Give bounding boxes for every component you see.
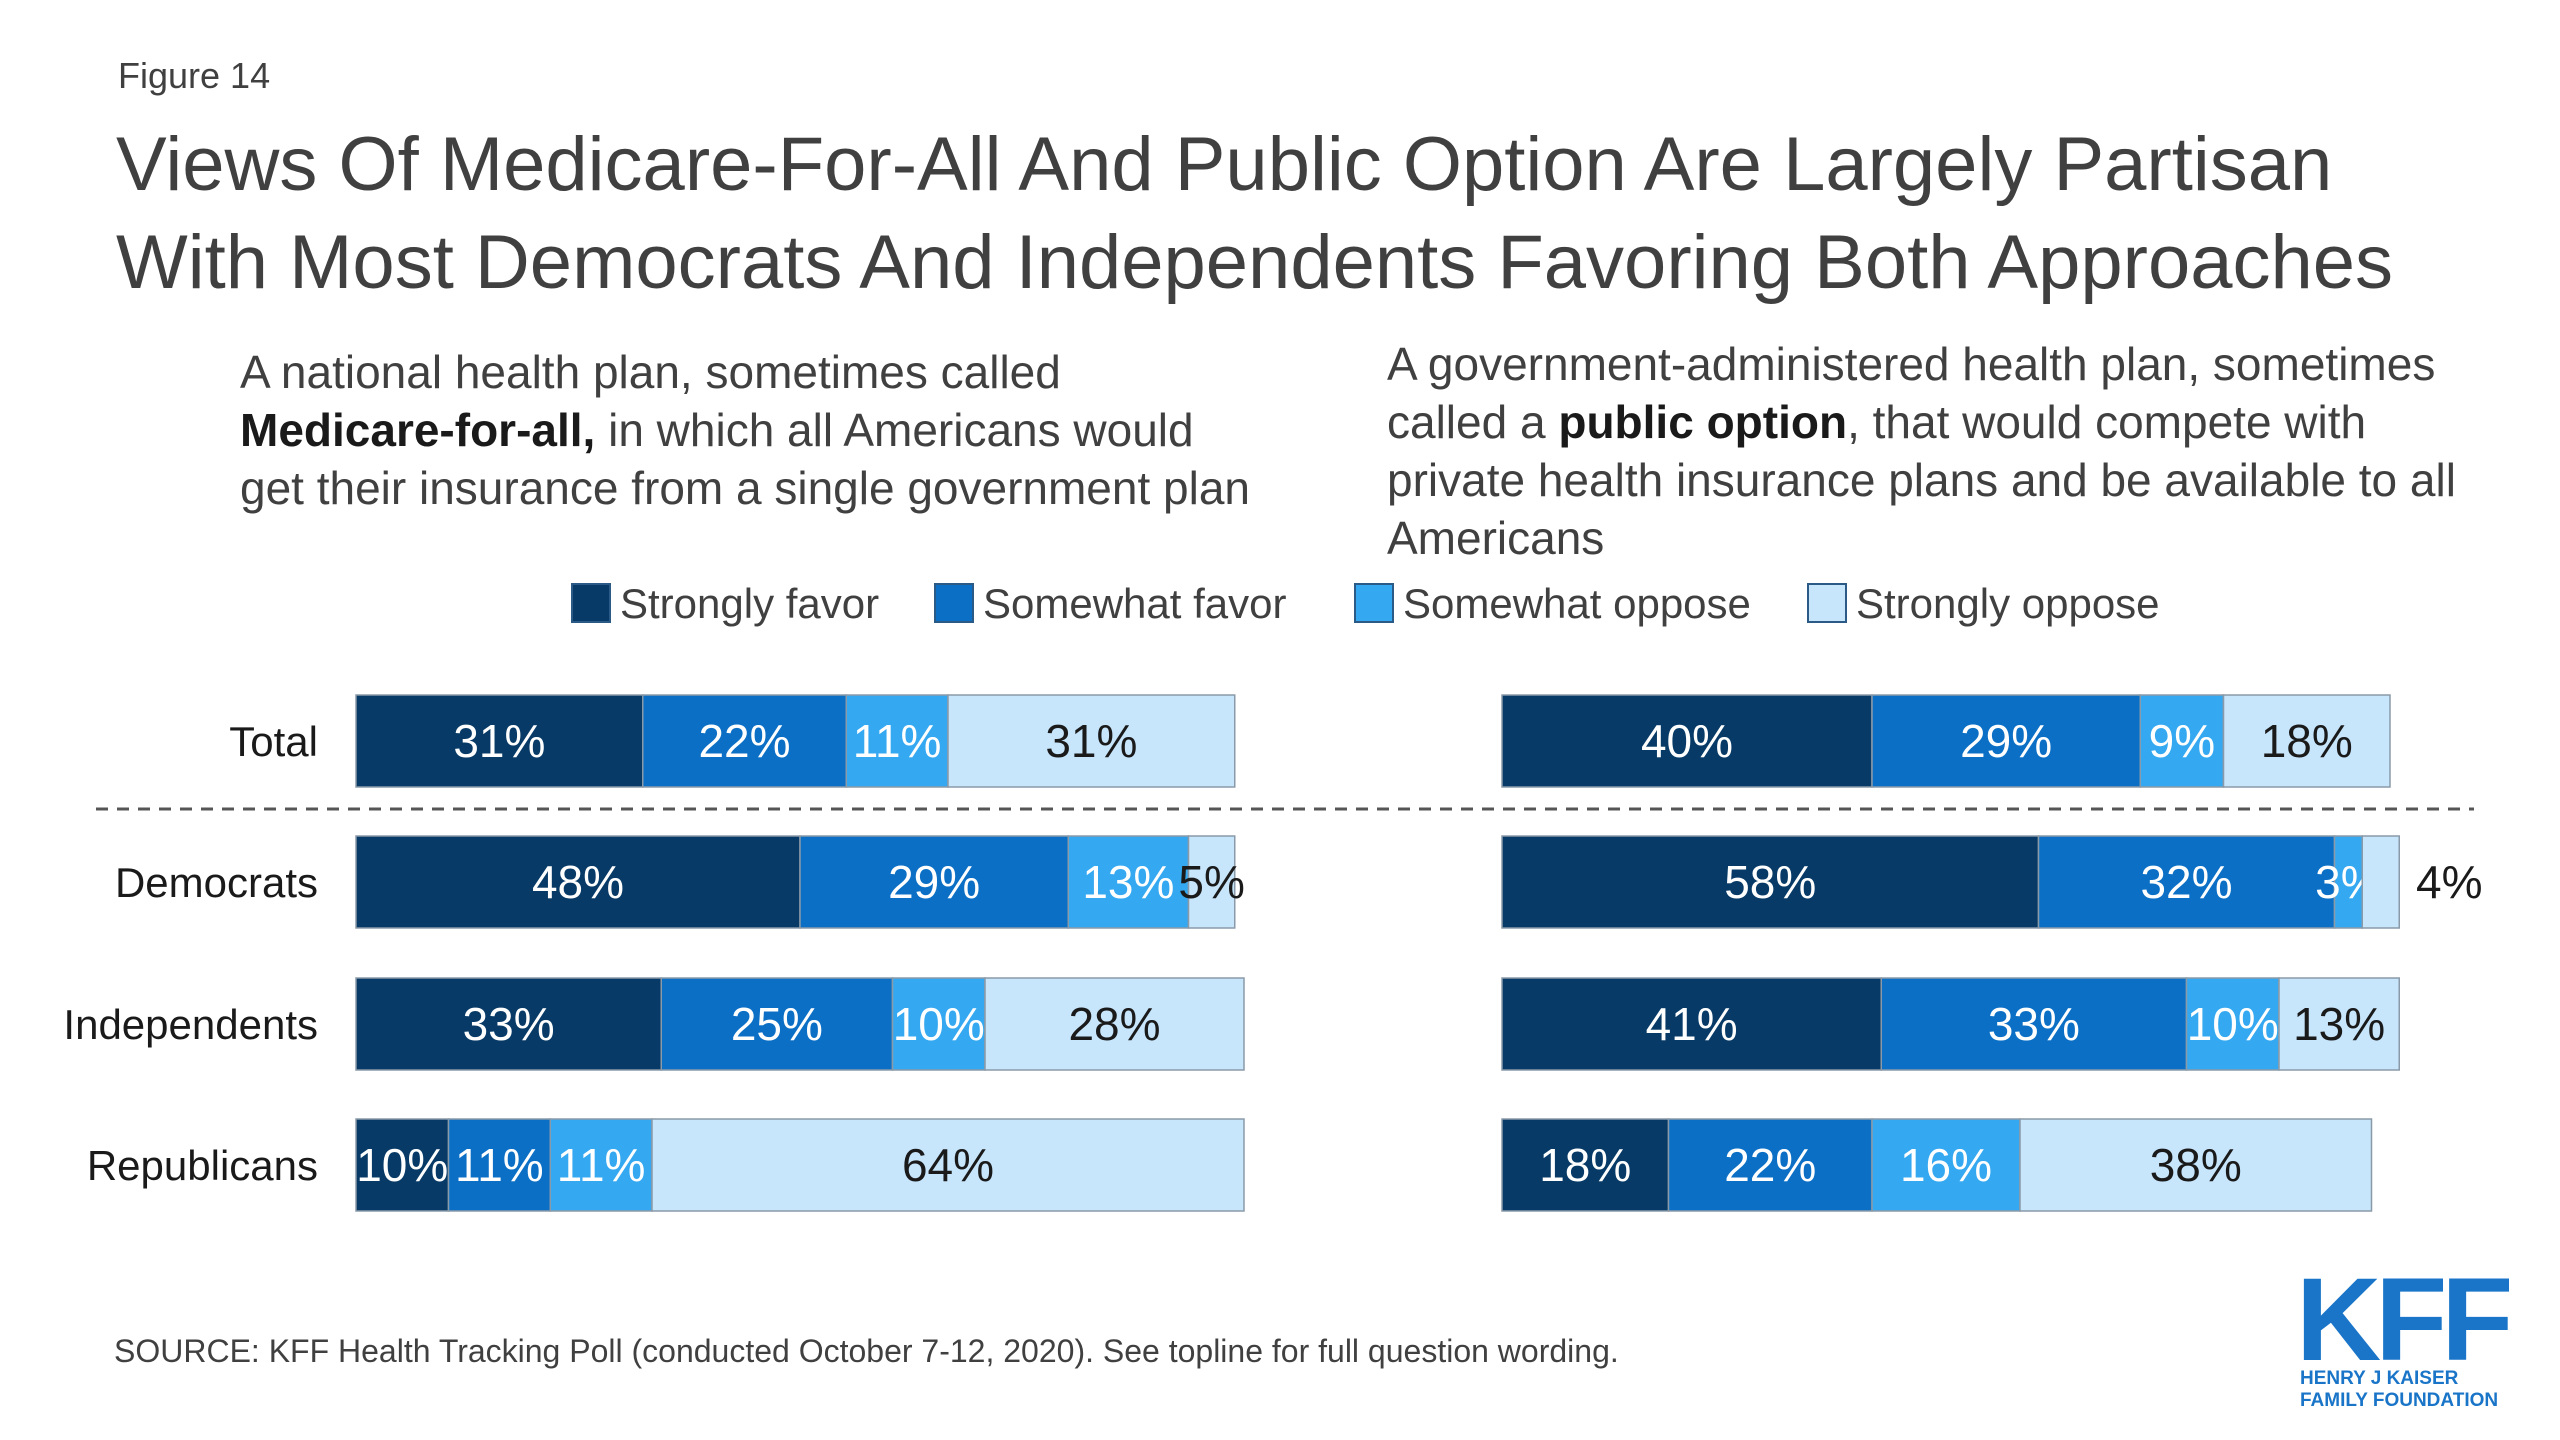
medicare-for-all-bar-democrats-strongly-favor [355,835,801,929]
public-option-value-label-total-strongly-oppose: 18% [2261,715,2353,767]
subtitle-right-line-2-pre: called a [1387,396,1558,448]
medicare-for-all-bar-independents-somewhat-favor [660,977,894,1071]
subtitle-left-bold: Medicare-for-all, [240,404,595,456]
legend-swatch-somewhat-oppose [1354,583,1394,623]
public-option-value-label-democrats-strongly-favor: 58% [1724,856,1816,908]
medicare-for-all-bar-independents-strongly-oppose [984,977,1245,1071]
public-option-value-label-independents-strongly-favor: 41% [1646,998,1738,1050]
chart-title-line-2: With Most Democrats And Independents Fav… [116,220,2393,305]
kff-logo: KFF HENRY J KAISER FAMILY FOUNDATION [2296,1254,2515,1411]
medicare-for-all-value-label-total-strongly-oppose: 31% [1045,715,1137,767]
subtitle-right-line-1: A government-administered health plan, s… [1387,338,2435,390]
subtitle-left-line-2: Medicare-for-all, in which all Americans… [240,404,1194,456]
medicare-for-all-bar-republicans-strongly-oppose [651,1118,1245,1212]
subtitle-public-option: A government-administered health plan, s… [1387,338,2456,564]
medicare-for-all-value-label-independents-strongly-favor: 33% [463,998,555,1050]
medicare-for-all-value-label-democrats-strongly-oppose: 5% [1178,856,1244,908]
medicare-for-all-bar-republicans-strongly-favor [355,1118,450,1212]
legend-swatch-strongly-oppose [1807,583,1847,623]
medicare-for-all-value-label-total-somewhat-oppose: 11% [853,715,942,767]
public-option-bar-democrats-strongly-oppose [2361,835,2400,929]
legend: Strongly favor Somewhat favor Somewhat opp… [571,580,2160,627]
legend-swatch-strongly-favor [571,583,611,623]
chart-title-line-1: Views Of Medicare-For-All And Public Opt… [116,122,2332,207]
legend-swatch-somewhat-favor [934,583,974,623]
public-option-value-label-independents-strongly-oppose: 13% [2293,998,2385,1050]
subtitle-right-line-2: called a public option, that would compe… [1387,396,2366,448]
medicare-for-all-value-label-republicans-somewhat-favor: 11% [455,1139,544,1191]
chart-public-option: 40% 29% 9% 18%58% 32% 3% 4%41% 33% 10% 13%18% 22% 1… [1501,694,2482,1212]
medicare-for-all-value-label-independents-somewhat-oppose: 10% [893,998,985,1050]
public-option-bar-independents-somewhat-oppose [2185,977,2280,1071]
public-option-bar-total-strongly-favor [1501,694,1873,788]
public-option-bar-republicans-strongly-oppose [2019,1118,2373,1212]
public-option-value-label-democrats-somewhat-favor: 32% [2140,856,2232,908]
public-option-bar-total-somewhat-favor [1871,694,2141,788]
kff-logo-line-2: FAMILY FOUNDATION [2300,1390,2498,1411]
public-option-value-label-republicans-strongly-oppose: 38% [2150,1139,2242,1191]
subtitle-right-line-3: private health insurance plans and be av… [1387,454,2456,506]
chart-medicare-for-all: 31% 22% 11% 31%48% 29% 13% 5%33% 25% 10% 28%10% 11… [355,694,1245,1212]
public-option-value-label-republicans-somewhat-oppose: 16% [1900,1139,1992,1191]
medicare-for-all-value-label-republicans-strongly-favor: 10% [356,1139,448,1191]
medicare-for-all-value-label-republicans-strongly-oppose: 64% [902,1139,994,1191]
category-label-republicans: Republicans [87,1142,318,1189]
figure-label: Figure 14 [118,55,270,96]
public-option-bar-independents-somewhat-favor [1880,977,2188,1071]
medicare-for-all-bar-total-strongly-favor [355,694,644,788]
medicare-for-all-bar-democrats-somewhat-favor [799,835,1069,929]
medicare-for-all-bar-independents-strongly-favor [355,977,662,1071]
subtitle-right-bold: public option [1558,396,1847,448]
public-option-bar-independents-strongly-favor [1501,977,1882,1071]
subtitle-left-line-2-rest: in which all Americans would [595,404,1193,456]
public-option-bar-democrats-strongly-favor [1501,835,2040,929]
public-option-bar-total-somewhat-oppose [2139,694,2225,788]
source-note: SOURCE: KFF Health Tracking Poll (conduc… [114,1333,1619,1369]
subtitle-right-line-4: Americans [1387,512,1604,564]
medicare-for-all-bar-total-somewhat-favor [642,694,847,788]
medicare-for-all-value-label-total-somewhat-favor: 22% [698,715,790,767]
public-option-value-label-republicans-somewhat-favor: 22% [1724,1139,1816,1191]
medicare-for-all-value-label-democrats-somewhat-favor: 29% [888,856,980,908]
subtitle-left-line-3: get their insurance from a single govern… [240,462,1250,514]
public-option-bar-independents-strongly-oppose [2278,977,2400,1071]
category-labels: Total Democrats Independents Republicans [63,718,318,1189]
category-label-democrats: Democrats [115,859,318,906]
medicare-for-all-value-label-republicans-somewhat-oppose: 11% [557,1139,646,1191]
medicare-for-all-bar-independents-somewhat-oppose [891,977,986,1071]
medicare-for-all-value-label-democrats-strongly-favor: 48% [532,856,624,908]
medicare-for-all-value-label-independents-strongly-oppose: 28% [1068,998,1160,1050]
public-option-value-label-democrats-strongly-oppose: 4% [2416,856,2482,908]
medicare-for-all-bar-republicans-somewhat-oppose [549,1118,653,1212]
subtitle-right-line-2-rest: , that would compete with [1847,396,2366,448]
public-option-value-label-total-somewhat-favor: 29% [1960,715,2052,767]
legend-label-strongly-favor: Strongly favor [620,580,879,627]
legend-label-strongly-oppose: Strongly oppose [1856,580,2160,627]
kff-logo-line-1: HENRY J KAISER [2300,1368,2459,1389]
public-option-bar-democrats-somewhat-oppose [2333,835,2363,929]
category-label-total: Total [229,718,318,765]
subtitle-medicare-for-all: A national health plan, sometimes called… [240,346,1250,514]
kff-logo-text: KFF [2296,1254,2509,1386]
medicare-for-all-value-label-independents-somewhat-favor: 25% [731,998,823,1050]
medicare-for-all-bar-democrats-strongly-oppose [1187,835,1236,929]
public-option-value-label-republicans-strongly-favor: 18% [1539,1139,1631,1191]
medicare-for-all-value-label-democrats-somewhat-oppose: 13% [1082,856,1174,908]
medicare-for-all-bar-democrats-somewhat-oppose [1067,835,1190,929]
legend-label-somewhat-favor: Somewhat favor [983,580,1286,627]
public-option-value-label-independents-somewhat-oppose: 10% [2187,998,2279,1050]
medicare-for-all-bar-total-strongly-oppose [947,694,1236,788]
public-option-value-label-total-strongly-favor: 40% [1641,715,1733,767]
public-option-value-label-independents-somewhat-favor: 33% [1988,998,2080,1050]
category-label-independents: Independents [63,1001,318,1048]
public-option-bar-republicans-strongly-favor [1501,1118,1670,1212]
subtitle-left-line-1: A national health plan, sometimes called [240,346,1061,398]
public-option-bar-republicans-somewhat-favor [1667,1118,1873,1212]
medicare-for-all-value-label-total-strongly-favor: 31% [453,715,545,767]
public-option-value-label-total-somewhat-oppose: 9% [2149,715,2215,767]
public-option-bar-total-strongly-oppose [2222,694,2391,788]
legend-label-somewhat-oppose: Somewhat oppose [1403,580,1751,627]
